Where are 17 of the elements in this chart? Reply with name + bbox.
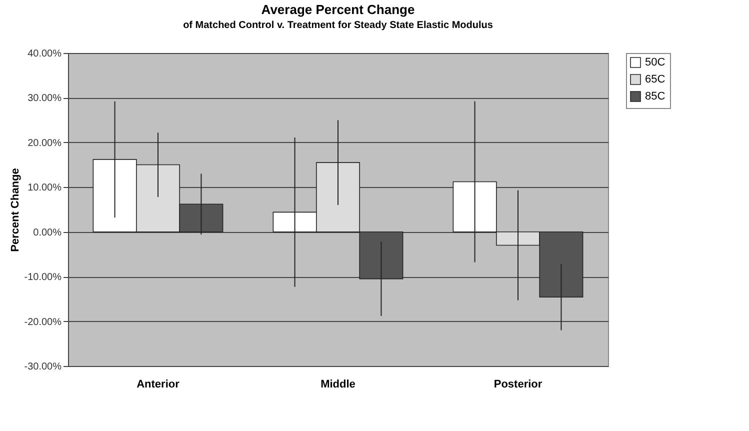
- chart-subtitle: of Matched Control v. Treatment for Steady State Elastic Modulus: [183, 20, 494, 31]
- y-tick-label: 40.00%: [28, 48, 62, 60]
- y-tick-label: 20.00%: [28, 138, 62, 149]
- y-tick-label: 10.00%: [28, 182, 62, 194]
- x-tick-label: Posterior: [494, 378, 543, 390]
- y-axis-title: Percent Change: [9, 168, 22, 252]
- y-tick-label: -30.00%: [24, 362, 62, 372]
- y-tick-label: 0.00%: [33, 227, 62, 238]
- chart-title: Average Percent Change: [261, 2, 415, 17]
- y-tick-label: 30.00%: [28, 93, 62, 104]
- legend-label: 65C: [645, 74, 666, 86]
- legend-label: 50C: [645, 56, 666, 68]
- y-tick-label: -20.00%: [24, 316, 62, 328]
- legend-label: 85C: [645, 90, 666, 102]
- x-tick-label: Anterior: [136, 378, 180, 390]
- y-tick-label: -10.00%: [24, 272, 62, 284]
- x-tick-label: Middle: [320, 378, 356, 390]
